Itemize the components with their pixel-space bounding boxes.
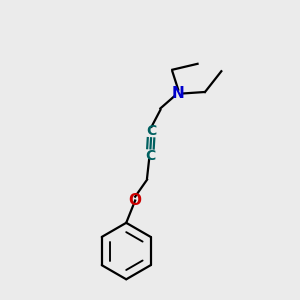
Text: C: C (146, 124, 157, 138)
Text: C: C (145, 149, 155, 163)
Text: O: O (129, 193, 142, 208)
Text: N: N (172, 86, 184, 101)
